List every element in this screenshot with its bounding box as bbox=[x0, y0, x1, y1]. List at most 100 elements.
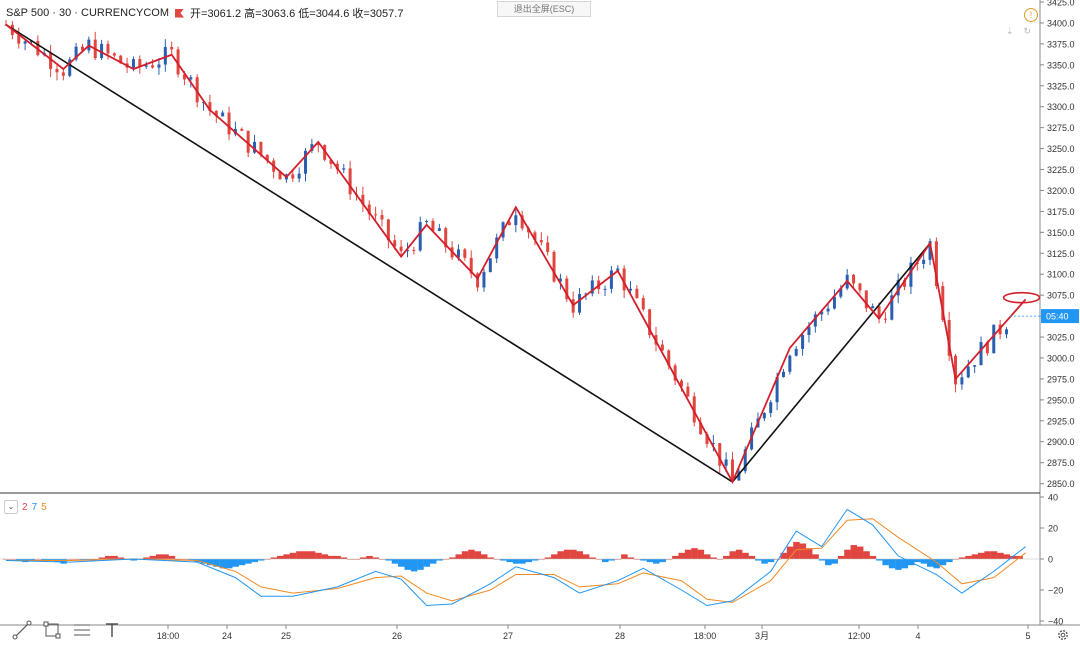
macd-hist-bar bbox=[997, 552, 1004, 559]
macd-hist-bar bbox=[691, 548, 698, 559]
macd-hist-bar bbox=[653, 559, 660, 564]
candle-body bbox=[335, 163, 339, 170]
candle-body bbox=[896, 280, 900, 296]
time-tick-label: 4 bbox=[915, 631, 920, 641]
candle-body bbox=[55, 68, 59, 73]
macd-hist-bar bbox=[748, 555, 756, 559]
candle-body bbox=[61, 72, 65, 76]
macd-hist-bar bbox=[627, 557, 635, 559]
price-tick-label: 3325.0 bbox=[1047, 81, 1075, 91]
macd-hist-bar bbox=[933, 559, 940, 569]
macd-hist-bar bbox=[480, 554, 488, 559]
candle-body bbox=[138, 59, 142, 67]
candle-body bbox=[985, 341, 989, 354]
macd-hist-bar bbox=[334, 555, 341, 559]
time-tick-label: 18:00 bbox=[157, 631, 180, 641]
price-tick-label: 3275.0 bbox=[1047, 123, 1075, 133]
trendline-tool-icon[interactable] bbox=[10, 618, 34, 642]
candle-body bbox=[195, 77, 199, 103]
candle-body bbox=[890, 295, 894, 320]
indicator-param-3[interactable]: 5 bbox=[41, 501, 47, 513]
macd-tick-label: 0 bbox=[1048, 555, 1053, 565]
chart-header: S&P 500 · 30 · CURRENCYCOM 开=3061.2 高=30… bbox=[6, 5, 403, 21]
macd-hist-bar bbox=[799, 543, 807, 559]
exit-fullscreen-button[interactable]: 退出全屏(ESC) bbox=[497, 1, 591, 17]
candle-body bbox=[405, 249, 409, 252]
candle-body bbox=[170, 46, 174, 50]
candle-body bbox=[558, 278, 562, 282]
candle-body bbox=[482, 271, 486, 288]
candle-body bbox=[966, 366, 970, 378]
candle-body bbox=[960, 377, 964, 385]
macd-hist-bar bbox=[168, 555, 176, 559]
candle-body bbox=[144, 65, 148, 67]
candle-body bbox=[1005, 329, 1009, 335]
macd-hist-bar bbox=[1003, 554, 1011, 559]
candle-body bbox=[163, 46, 167, 65]
candle-body bbox=[826, 308, 830, 312]
macd-hist-bar bbox=[213, 559, 220, 567]
candle-body bbox=[743, 449, 747, 472]
indicator-param-1[interactable]: 2 bbox=[22, 501, 28, 513]
macd-hist-bar bbox=[735, 549, 743, 559]
candle-body bbox=[877, 306, 881, 319]
candle-body bbox=[609, 270, 613, 289]
macd-hist-bar bbox=[576, 551, 584, 559]
ohlc-readout: 开=3061.2 高=3063.6 低=3044.6 收=3057.7 bbox=[190, 8, 404, 20]
macd-hist-bar bbox=[391, 559, 399, 564]
candle-body bbox=[552, 251, 556, 282]
candle-body bbox=[17, 35, 21, 44]
candle-body bbox=[310, 144, 314, 151]
text-tool-icon[interactable] bbox=[100, 618, 124, 642]
macd-hist-bar bbox=[436, 559, 443, 561]
macd-hist-bar bbox=[621, 554, 628, 559]
time-tick-label: 27 bbox=[503, 631, 513, 641]
chevron-down-icon[interactable]: ⌄ bbox=[4, 500, 18, 514]
macd-hist-bar bbox=[257, 559, 265, 561]
macd-hist-bar bbox=[340, 557, 348, 559]
candle-body bbox=[858, 283, 862, 291]
settings-gear-icon[interactable] bbox=[1056, 628, 1070, 642]
download-icon[interactable]: ⇣ bbox=[1006, 26, 1014, 36]
indicator-header: ⌄ 2 7 5 bbox=[4, 500, 47, 514]
macd-hist-bar bbox=[914, 559, 921, 563]
candle-body bbox=[342, 168, 346, 170]
indicator-param-2[interactable]: 7 bbox=[31, 501, 38, 513]
macd-hist-bar bbox=[315, 552, 322, 559]
macd-hist-bar bbox=[60, 559, 67, 564]
macd-hist-bar bbox=[570, 549, 577, 559]
symbol-label: S&P 500 · 30 · CURRENCYCOM bbox=[6, 7, 170, 19]
macd-hist-bar bbox=[608, 559, 615, 561]
candle-body bbox=[928, 241, 932, 260]
macd-hist-bar bbox=[697, 549, 705, 559]
candle-body bbox=[36, 40, 40, 56]
macd-hist-bar bbox=[117, 557, 125, 559]
macd-hist-bar bbox=[525, 559, 533, 563]
alert-icon[interactable]: ! bbox=[1024, 8, 1038, 22]
fib-tool-icon[interactable] bbox=[70, 618, 94, 642]
macd-hist-bar bbox=[557, 551, 564, 559]
time-tick-label: 18:00 bbox=[694, 631, 717, 641]
rectangle-tool-icon[interactable] bbox=[40, 618, 64, 642]
candle-body bbox=[507, 222, 511, 226]
price-tick-label: 3400.0 bbox=[1047, 18, 1075, 28]
price-tag-label: 05:40 bbox=[1046, 312, 1069, 322]
candle-body bbox=[316, 144, 320, 146]
candle-body bbox=[463, 249, 467, 258]
candle-body bbox=[820, 311, 824, 315]
candle-body bbox=[781, 371, 785, 378]
macd-hist-bar bbox=[232, 559, 239, 567]
candle-body bbox=[253, 141, 257, 153]
macd-hist-bar bbox=[920, 559, 928, 564]
candle-body bbox=[794, 348, 798, 356]
macd-hist-bar bbox=[487, 557, 494, 559]
price-tick-label: 3175.0 bbox=[1047, 207, 1075, 217]
macd-hist-bar bbox=[200, 559, 208, 564]
candle-body bbox=[106, 43, 110, 54]
refresh-icon[interactable]: ↻ bbox=[1023, 26, 1032, 36]
candles bbox=[4, 19, 1009, 481]
candle-body bbox=[839, 288, 843, 297]
time-tick-label: 26 bbox=[392, 631, 402, 641]
macd-hist-bar bbox=[226, 559, 233, 569]
